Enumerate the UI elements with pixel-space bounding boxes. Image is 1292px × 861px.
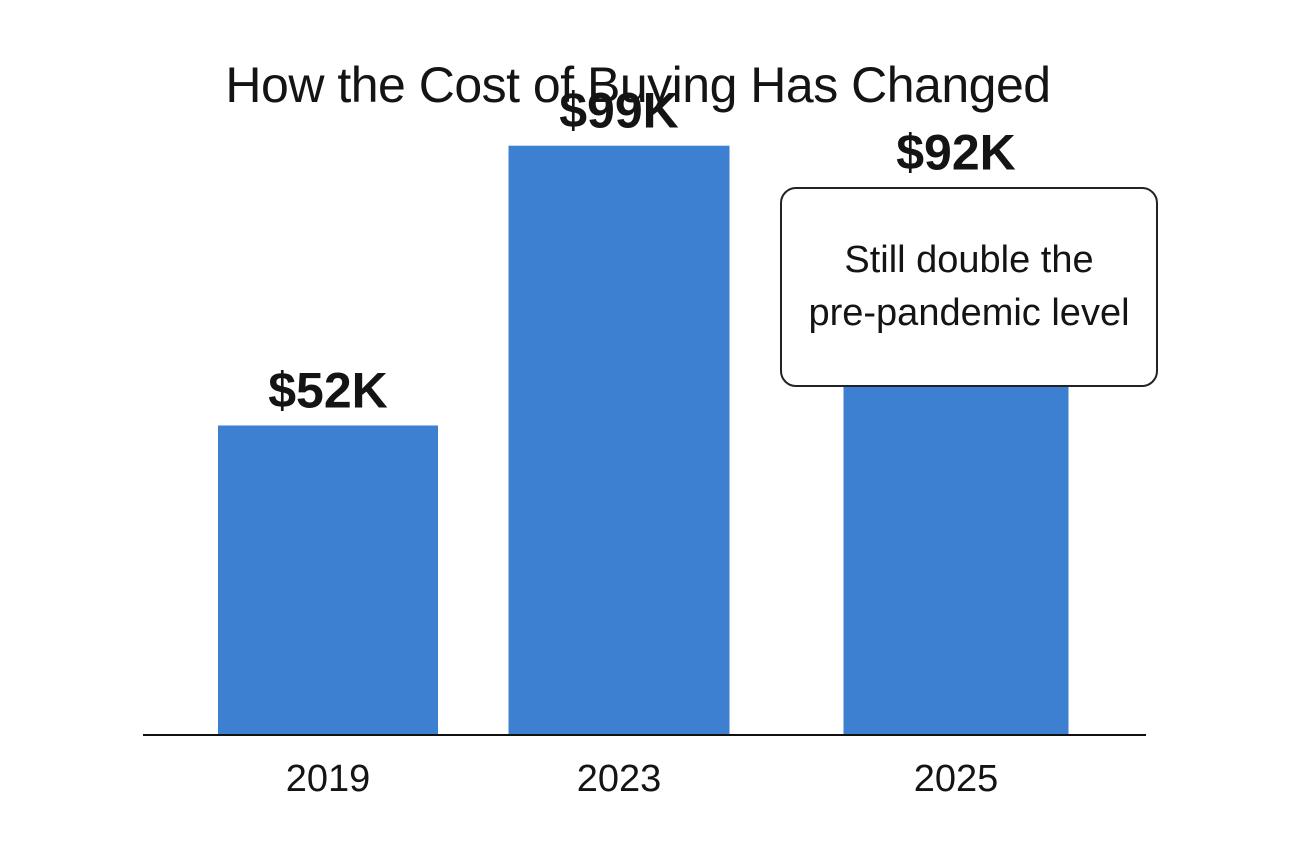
x-tick-label-2019: 2019	[286, 758, 371, 800]
chart-title: How the Cost of Buying Has Changed	[225, 57, 1051, 113]
x-tick-label-2023: 2023	[577, 758, 662, 800]
x-tick-label-2025: 2025	[914, 758, 999, 800]
annotation-callout: Still double the pre-pandemic level	[780, 187, 1158, 387]
bar-2023	[508, 145, 730, 735]
value-label-2019: $52K	[268, 362, 388, 418]
value-label-2023: $99K	[559, 83, 679, 139]
bar-2019	[218, 425, 438, 735]
x-tick-labels-layer: 2019 2023 2025	[286, 758, 999, 800]
annotation-text: Still double the pre-pandemic level	[808, 239, 1130, 334]
value-label-2025: $92K	[896, 124, 1016, 180]
value-labels-layer: $52K $99K $92K	[268, 83, 1016, 419]
